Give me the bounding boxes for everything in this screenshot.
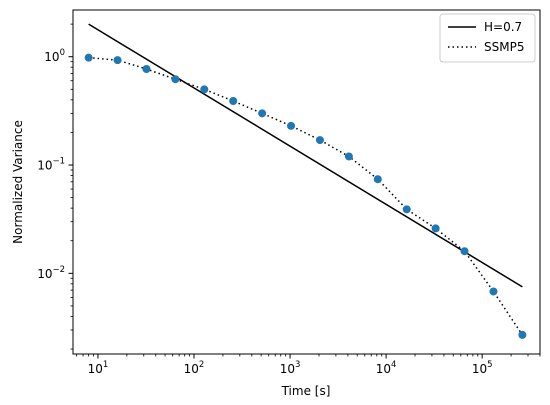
data-point xyxy=(142,65,151,74)
data-point xyxy=(518,330,527,339)
axis-ticks: 101 102 103 104 105 100 10−1 10−2 xyxy=(37,23,541,376)
x-tick-label: 101 xyxy=(88,360,109,376)
data-point xyxy=(229,97,238,106)
x-axis-label: Time [s] xyxy=(281,384,331,398)
y-tick-label: 100 xyxy=(44,48,65,64)
data-point xyxy=(171,75,180,84)
data-point xyxy=(489,287,498,296)
series-line-0 xyxy=(88,23,523,288)
y-tick-label: 10−2 xyxy=(37,265,65,281)
data-point xyxy=(315,136,324,145)
data-point xyxy=(200,85,209,94)
series-line-1 xyxy=(88,56,523,336)
legend-box xyxy=(439,13,536,63)
data-point xyxy=(402,205,411,214)
x-tick-label: 102 xyxy=(184,360,205,376)
data-point xyxy=(431,224,440,233)
legend-label-h07: H=0.7 xyxy=(484,20,522,34)
data-point xyxy=(460,247,469,256)
data-point xyxy=(344,152,353,161)
data-point xyxy=(373,175,382,184)
y-axis-label: Normalized Variance xyxy=(11,120,25,244)
x-tick-label: 104 xyxy=(376,360,397,376)
data-point xyxy=(113,56,122,65)
data-point xyxy=(258,109,267,118)
legend: H=0.7 SSMP5 xyxy=(439,13,536,63)
x-tick-label: 105 xyxy=(472,360,493,376)
data-point xyxy=(287,121,296,130)
legend-label-ssmp5: SSMP5 xyxy=(484,40,524,54)
plot-marks xyxy=(84,23,527,339)
data-point xyxy=(84,53,93,62)
x-tick-label: 103 xyxy=(280,360,301,376)
y-tick-label: 10−1 xyxy=(37,157,65,173)
